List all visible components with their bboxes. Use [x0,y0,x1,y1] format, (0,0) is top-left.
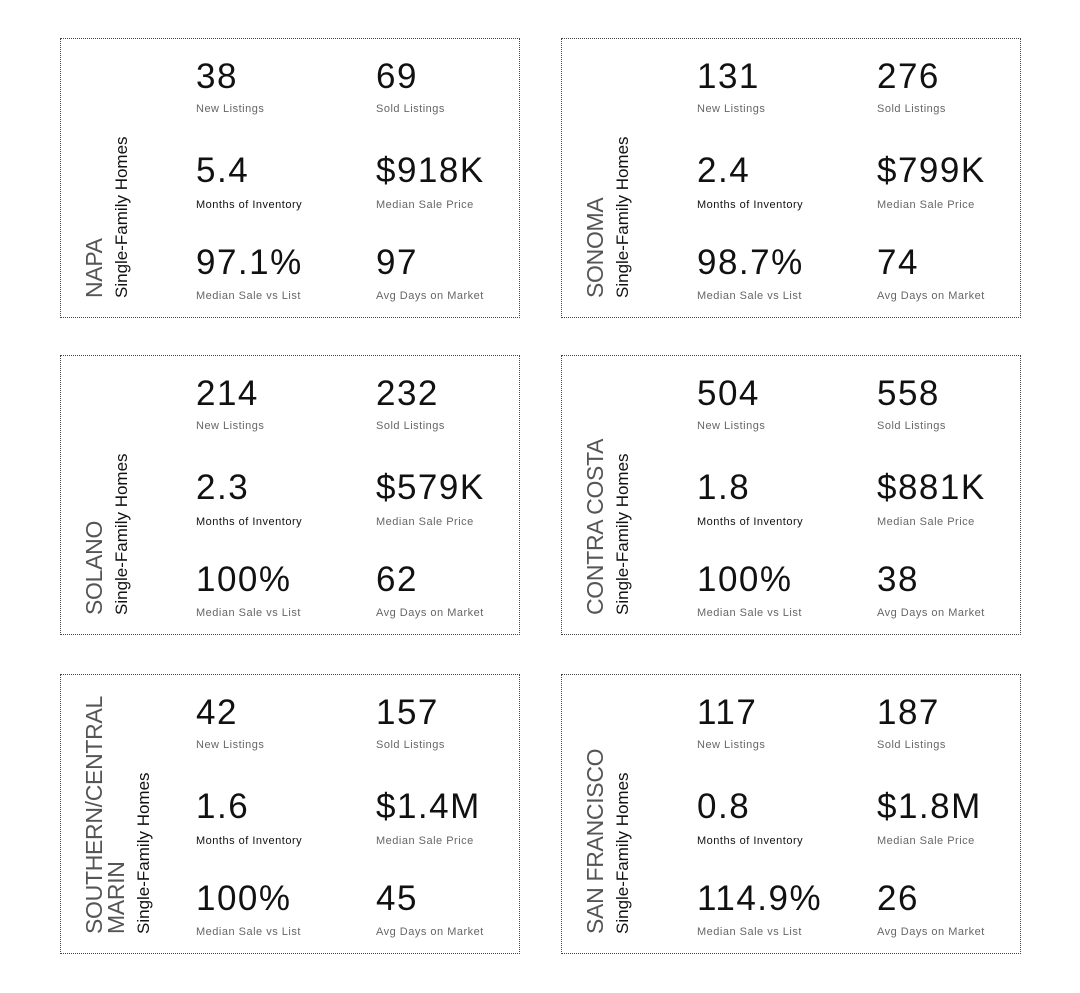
stat-value: $799K [877,151,986,190]
card-heading: SOLANO Single-Family Homes [61,356,196,635]
stat-value: 38 [877,560,919,599]
region-name: NAPA [81,238,107,298]
stat-label: Months of Inventory [697,835,804,847]
stat-label: New Listings [196,739,265,751]
stat-label: Avg Days on Market [877,607,985,619]
card-heading: CONTRA COSTA Single-Family Homes [562,356,697,635]
stat-value: 74 [877,243,919,282]
card-heading: NAPA Single-Family Homes [61,39,196,318]
region-name: SONOMA [582,197,608,298]
region-name: SOLANO [81,520,107,615]
stat-value: 2.4 [697,151,751,190]
property-type: Single-Family Homes [112,453,131,615]
stat-value: 97.1% [196,243,303,282]
stat-label: New Listings [196,420,265,432]
stat-label: Avg Days on Market [376,607,484,619]
stat-value: $1.8M [877,787,982,826]
stat-label: Months of Inventory [697,516,804,528]
stat-label: Months of Inventory [196,516,303,528]
market-card: SONOMA Single-Family Homes 131 New Listings… [561,38,1021,318]
stat-label: Median Sale Price [376,199,474,211]
stat-label: Months of Inventory [697,199,804,211]
stat-value: 157 [376,693,439,732]
stat-label: Median Sale vs List [697,926,802,938]
stat-label: Months of Inventory [196,835,303,847]
stat-value: $881K [877,468,986,507]
stat-value: 42 [196,693,238,732]
stat-label: Sold Listings [376,420,445,432]
stat-value: 62 [376,560,418,599]
stat-value: 187 [877,693,940,732]
stat-label: Median Sale Price [376,835,474,847]
stat-value: 504 [697,374,760,413]
market-card: SOLANO Single-Family Homes 214 New Listings… [60,355,520,635]
stat-value: 100% [697,560,793,599]
stat-label: Sold Listings [376,739,445,751]
stat-label: Median Sale Price [877,516,975,528]
stat-value: 117 [697,693,758,732]
stat-label: Median Sale vs List [196,926,301,938]
stat-value: 232 [376,374,439,413]
region-name: CONTRA COSTA [582,438,608,615]
card-heading: SAN FRANCISCO Single-Family Homes [562,675,697,954]
stat-label: Sold Listings [376,103,445,115]
property-type: Single-Family Homes [613,772,632,934]
stat-label: Median Sale Price [877,835,975,847]
stat-label: Median Sale vs List [697,607,802,619]
property-type: Single-Family Homes [613,136,632,298]
stat-label: Median Sale vs List [196,290,301,302]
stat-label: Avg Days on Market [376,290,484,302]
stat-label: Median Sale Price [877,199,975,211]
region-name: SAN FRANCISCO [582,748,608,934]
stat-value: 2.3 [196,468,250,507]
region-name: SOUTHERN/CENTRAL MARIN [81,696,129,934]
stat-value: 1.8 [697,468,751,507]
stat-value: $579K [376,468,485,507]
market-card: CONTRA COSTA Single-Family Homes 504 New Li… [561,355,1021,635]
stat-value: 45 [376,879,418,918]
stat-value: 38 [196,57,238,96]
stat-label: Sold Listings [877,420,946,432]
stat-label: Sold Listings [877,739,946,751]
stat-value: $918K [376,151,485,190]
stat-label: New Listings [697,103,766,115]
property-type: Single-Family Homes [613,453,632,615]
market-card: NAPA Single-Family Homes 38 New Listings 69 S… [60,38,520,318]
stat-label: Median Sale Price [376,516,474,528]
stat-label: New Listings [196,103,265,115]
market-card: SAN FRANCISCO Single-Family Homes 117 New L… [561,674,1021,954]
property-type: Single-Family Homes [112,136,131,298]
stat-label: Median Sale vs List [697,290,802,302]
property-type: Single-Family Homes [134,772,153,934]
stat-label: Months of Inventory [196,199,303,211]
stat-value: 276 [877,57,940,96]
stat-value: 100% [196,879,292,918]
card-heading: SOUTHERN/CENTRAL MARIN Single-Family Home… [61,675,196,954]
stat-value: 69 [376,57,418,96]
stat-value: 131 [697,57,760,96]
stat-value: 558 [877,374,940,413]
stat-value: 97 [376,243,418,282]
stat-value: $1.4M [376,787,481,826]
stat-value: 26 [877,879,919,918]
card-heading: SONOMA Single-Family Homes [562,39,697,318]
market-card: SOUTHERN/CENTRAL MARIN Single-Family Home… [60,674,520,954]
stat-label: Sold Listings [877,103,946,115]
stat-label: Median Sale vs List [196,607,301,619]
stat-label: Avg Days on Market [877,290,985,302]
stat-value: 1.6 [196,787,250,826]
stat-label: Avg Days on Market [376,926,484,938]
stat-value: 5.4 [196,151,250,190]
stat-value: 98.7% [697,243,804,282]
stat-label: New Listings [697,420,766,432]
stat-value: 0.8 [697,787,751,826]
stat-value: 114.9% [697,879,823,918]
stat-label: New Listings [697,739,766,751]
stat-value: 100% [196,560,292,599]
stat-value: 214 [196,374,259,413]
stat-label: Avg Days on Market [877,926,985,938]
